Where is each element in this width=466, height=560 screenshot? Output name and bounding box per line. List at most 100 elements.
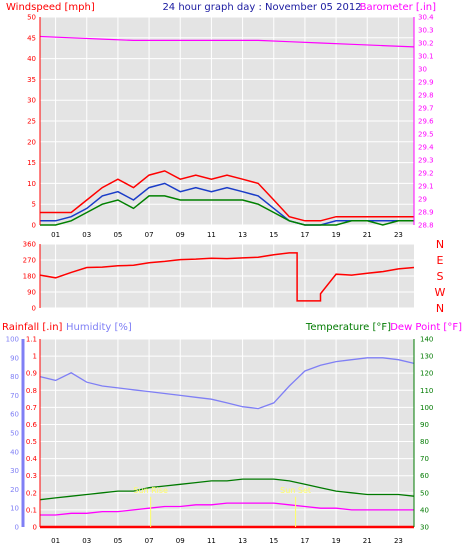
humidity-tick-label: 90 xyxy=(10,354,19,362)
rain-tick-label: 0.1 xyxy=(26,506,37,514)
rain-tick-label: 0.4 xyxy=(26,455,38,463)
wind-tick-label: 0 xyxy=(32,222,36,230)
humidity-y-ticks: 0 10 20 30 40 50 60 70 80 90 100 xyxy=(6,336,19,532)
rain-y-ticks: 0 0.1 0.2 0.3 0.4 0.5 0.6 0.7 0.8 0.9 1 1.1 xyxy=(26,336,38,532)
temperature-y-ticks: 30 40 50 60 70 80 90 100 110 120 130 140 xyxy=(420,336,433,532)
rain-tick-label: 0.8 xyxy=(26,387,37,395)
rainfall-axis-label: Rainfall [.in] xyxy=(2,322,63,333)
compass-label: S xyxy=(437,270,444,283)
x-tick-label: 13 xyxy=(238,231,247,239)
compass-label: W xyxy=(435,286,446,299)
wind-tick-label: 20 xyxy=(27,138,36,146)
temperature-tick-label: 100 xyxy=(420,404,433,412)
direction-tick-label: 0 xyxy=(32,305,36,313)
x-tick-label: 11 xyxy=(207,231,216,239)
x-tick-label: 15 xyxy=(269,537,278,545)
temperature-tick-label: 30 xyxy=(420,524,429,532)
rain-tick-label: 0.7 xyxy=(26,404,37,412)
humidity-tick-label: 50 xyxy=(10,430,19,438)
sunset-label: Sun Set xyxy=(280,486,311,495)
direction-y-ticks: 0 90 180 270 360 xyxy=(23,241,36,313)
temperature-tick-label: 60 xyxy=(420,472,429,480)
direction-grid xyxy=(40,243,414,309)
x-tick-label: 07 xyxy=(145,537,154,545)
wind-y-ticks: 0 5 10 15 20 25 30 35 40 45 50 xyxy=(27,14,36,230)
wind-tick-label: 40 xyxy=(27,55,36,63)
rain-tick-label: 0.2 xyxy=(26,489,37,497)
direction-tick-label: 180 xyxy=(23,273,36,281)
x-tick-label: 21 xyxy=(363,537,372,545)
atmosphere-plot-area xyxy=(40,339,414,527)
temperature-tick-label: 120 xyxy=(420,370,433,378)
x-tick-label: 23 xyxy=(394,231,403,239)
humidity-tick-label: 20 xyxy=(10,486,19,494)
rain-tick-label: 0.6 xyxy=(26,421,38,429)
graph-title: 24 hour graph day : November 05 2012 xyxy=(162,2,361,13)
baro-tick-label: 29.8 xyxy=(418,92,434,100)
wind-tick-label: 5 xyxy=(32,201,36,209)
x-tick-label: 03 xyxy=(82,537,91,545)
direction-tick-label: 90 xyxy=(27,289,36,297)
baro-tick-label: 29.1 xyxy=(418,183,434,191)
x-tick-label: 07 xyxy=(145,231,154,239)
temperature-tick-label: 80 xyxy=(420,438,429,446)
wind-gust-line xyxy=(40,170,414,222)
x-tick-label: 09 xyxy=(176,231,185,239)
baro-tick-label: 29.6 xyxy=(418,118,434,126)
baro-tick-label: 29.4 xyxy=(418,144,434,152)
wind-tick-label: 35 xyxy=(27,76,36,84)
wind-tick-label: 15 xyxy=(27,159,36,167)
baro-tick-label: 29.5 xyxy=(418,131,434,139)
x-tick-label: 19 xyxy=(332,231,341,239)
x-tick-label: 13 xyxy=(238,537,247,545)
humidity-tick-label: 0 xyxy=(15,524,19,532)
baro-tick-label: 30.4 xyxy=(418,14,434,22)
x-tick-label: 21 xyxy=(363,231,372,239)
x-tick-label: 01 xyxy=(51,231,60,239)
wind-x-ticks: 01 03 05 07 09 11 13 15 17 19 21 23 xyxy=(51,231,403,239)
x-tick-label: 05 xyxy=(113,231,122,239)
windspeed-axis-label: Windspeed [mph] xyxy=(6,2,95,13)
wind-tick-label: 50 xyxy=(27,14,36,22)
temperature-tick-label: 110 xyxy=(420,387,433,395)
x-tick-label: 01 xyxy=(51,537,60,545)
temperature-tick-label: 90 xyxy=(420,421,429,429)
baro-tick-label: 30.3 xyxy=(418,27,434,35)
baro-tick-label: 29.3 xyxy=(418,157,434,165)
barometer-line xyxy=(39,35,415,48)
humidity-tick-label: 30 xyxy=(10,467,19,475)
baro-tick-label: 29.2 xyxy=(418,170,434,178)
wind-tick-label: 45 xyxy=(27,34,36,42)
compass-label: E xyxy=(437,254,444,267)
wind-grid xyxy=(40,16,414,226)
humidity-tick-label: 100 xyxy=(6,336,19,344)
humidity-tick-label: 80 xyxy=(10,373,19,381)
humidity-tick-label: 70 xyxy=(10,392,19,400)
barometer-axis-label: Barometer [.in] xyxy=(360,2,436,13)
compass-label: N xyxy=(436,238,444,251)
humidity-line xyxy=(39,357,415,410)
compass-label: N xyxy=(436,302,444,315)
temperature-tick-label: 40 xyxy=(420,506,429,514)
x-tick-label: 05 xyxy=(113,537,122,545)
direction-series xyxy=(39,252,415,302)
wind-tick-label: 30 xyxy=(27,97,36,105)
dewpoint-axis-label: Dew Point [°F] xyxy=(390,322,462,333)
x-tick-label: 17 xyxy=(300,231,309,239)
wind-series xyxy=(39,35,415,226)
x-tick-label: 11 xyxy=(207,537,216,545)
direction-tick-label: 360 xyxy=(23,241,36,249)
x-tick-label: 09 xyxy=(176,537,185,545)
x-tick-label: 15 xyxy=(269,231,278,239)
baro-tick-label: 28.8 xyxy=(418,222,434,230)
wind-speed-line xyxy=(40,195,414,226)
baro-tick-label: 29.7 xyxy=(418,105,434,113)
direction-tick-label: 270 xyxy=(23,257,36,265)
dewpoint-line xyxy=(40,502,414,516)
baro-y-ticks: 28.8 28.9 29 29.1 29.2 29.3 29.4 29.5 29.6 29.7 29… xyxy=(418,14,434,230)
x-tick-label: 23 xyxy=(394,537,403,545)
baro-tick-label: 29 xyxy=(418,196,427,204)
baro-tick-label: 30.2 xyxy=(418,40,434,48)
